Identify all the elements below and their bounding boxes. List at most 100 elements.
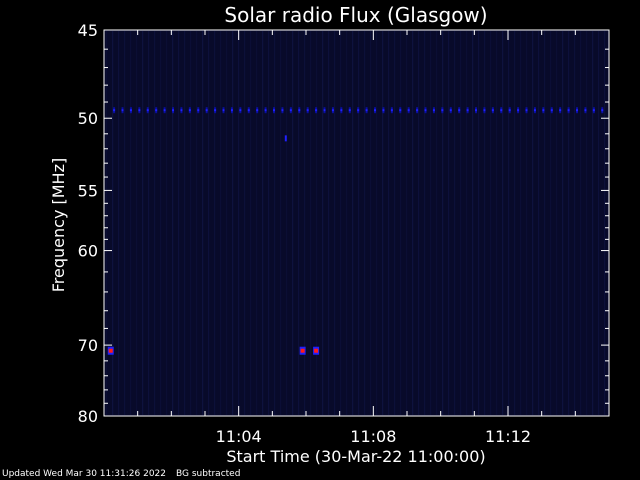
- spectrogram-column: [244, 31, 246, 415]
- spectrogram-column: [202, 31, 204, 415]
- interference-dot-core: [500, 109, 503, 112]
- interference-dot-core: [256, 109, 259, 112]
- spectrogram-column: [562, 31, 564, 415]
- interference-dot-core: [483, 109, 486, 112]
- interference-dot-core: [432, 109, 435, 112]
- interference-dot-core: [533, 109, 536, 112]
- spectrogram-column: [532, 31, 534, 415]
- spectrogram-column: [574, 31, 576, 415]
- spectrogram-column: [262, 31, 264, 415]
- interference-dot-core: [458, 109, 461, 112]
- spectrogram-column: [274, 31, 276, 415]
- spectrogram-column: [160, 31, 162, 415]
- spectrogram-column: [286, 31, 288, 415]
- interference-dot-core: [542, 109, 545, 112]
- spectrogram-column: [484, 31, 486, 415]
- interference-dot-core: [517, 109, 520, 112]
- spectrogram-column: [268, 31, 270, 415]
- interference-dot-core: [197, 109, 200, 112]
- spectrogram-column: [592, 31, 594, 415]
- spectrogram-column: [352, 31, 354, 415]
- burst-marker: [300, 348, 305, 353]
- chart-title: Solar radio Flux (Glasgow): [224, 3, 487, 27]
- y-tick-label: 45: [78, 21, 98, 40]
- interference-dot-core: [449, 109, 452, 112]
- interference-dot-core: [576, 109, 579, 112]
- burst-marker: [314, 348, 319, 353]
- spectrogram-column: [208, 31, 210, 415]
- interference-dot-core: [113, 109, 116, 112]
- spectrogram-column: [388, 31, 390, 415]
- spectrogram-column: [226, 31, 228, 415]
- spectrogram-column: [112, 31, 114, 415]
- interference-dot-core: [129, 109, 132, 112]
- plot-frame: [103, 29, 610, 417]
- interference-dot-core: [331, 109, 334, 112]
- y-tick-label: 55: [78, 181, 98, 200]
- spectrogram-column: [154, 31, 156, 415]
- spectrogram-column: [280, 31, 282, 415]
- interference-dot-core: [357, 109, 360, 112]
- spectrogram-column: [508, 31, 510, 415]
- spectrogram-column: [406, 31, 408, 415]
- interference-dot-core: [180, 109, 183, 112]
- interference-dot-core: [466, 109, 469, 112]
- interference-dot-core: [155, 109, 158, 112]
- interference-dot-core: [592, 109, 595, 112]
- y-tick-label: 70: [78, 336, 98, 355]
- spectrogram-column: [424, 31, 426, 415]
- spectrogram-column: [586, 31, 588, 415]
- spectrogram-column: [454, 31, 456, 415]
- interference-dot-core: [348, 109, 351, 112]
- x-tick-label: 11:04: [216, 427, 262, 446]
- footer: Updated Wed Mar 30 11:31:26 2022 BG subtr…: [2, 469, 240, 479]
- interference-dot-core: [273, 109, 276, 112]
- interference-dot-core: [188, 109, 191, 112]
- interference-dot-core: [491, 109, 494, 112]
- spectrogram-column: [370, 31, 372, 415]
- interference-dot-core: [382, 109, 385, 112]
- spectrogram-column: [256, 31, 258, 415]
- spectrogram-column: [400, 31, 402, 415]
- spectrogram-column: [490, 31, 492, 415]
- interference-dot-core: [374, 109, 377, 112]
- spectrogram-column: [550, 31, 552, 415]
- spectrogram-column: [298, 31, 300, 415]
- spectrogram-column: [418, 31, 420, 415]
- interference-dot-core: [525, 109, 528, 112]
- interference-dot-core: [214, 109, 217, 112]
- spectrogram-column: [436, 31, 438, 415]
- blip-marker: [284, 135, 287, 142]
- spectrogram-column: [514, 31, 516, 415]
- spectrogram-column: [448, 31, 450, 415]
- interference-dot-core: [281, 109, 284, 112]
- interference-dot-core: [508, 109, 511, 112]
- spectrogram-column: [346, 31, 348, 415]
- x-tick-label: 11:12: [485, 427, 531, 446]
- spectrogram-column: [328, 31, 330, 415]
- spectrogram-column: [580, 31, 582, 415]
- spectrogram-column: [568, 31, 570, 415]
- spectrogram-column: [460, 31, 462, 415]
- y-tick-label: 60: [78, 242, 98, 261]
- interference-dot-core: [399, 109, 402, 112]
- spectrogram-column: [340, 31, 342, 415]
- spectrogram-column: [394, 31, 396, 415]
- spectrogram-column: [538, 31, 540, 415]
- spectrogram-column: [430, 31, 432, 415]
- interference-dot-core: [407, 109, 410, 112]
- spectrogram-column: [178, 31, 180, 415]
- x-tick-label: 11:08: [350, 427, 396, 446]
- spectrogram-column: [382, 31, 384, 415]
- interference-dot-core: [146, 109, 149, 112]
- interference-dot-core: [239, 109, 242, 112]
- x-axis-label: Start Time (30-Mar-22 11:00:00): [226, 447, 485, 466]
- interference-dot-core: [264, 109, 267, 112]
- interference-dot-core: [121, 109, 124, 112]
- interference-dot-core: [584, 109, 587, 112]
- spectrogram-column: [172, 31, 174, 415]
- spectrogram-column: [502, 31, 504, 415]
- spectrogram-column: [238, 31, 240, 415]
- spectrogram-column: [322, 31, 324, 415]
